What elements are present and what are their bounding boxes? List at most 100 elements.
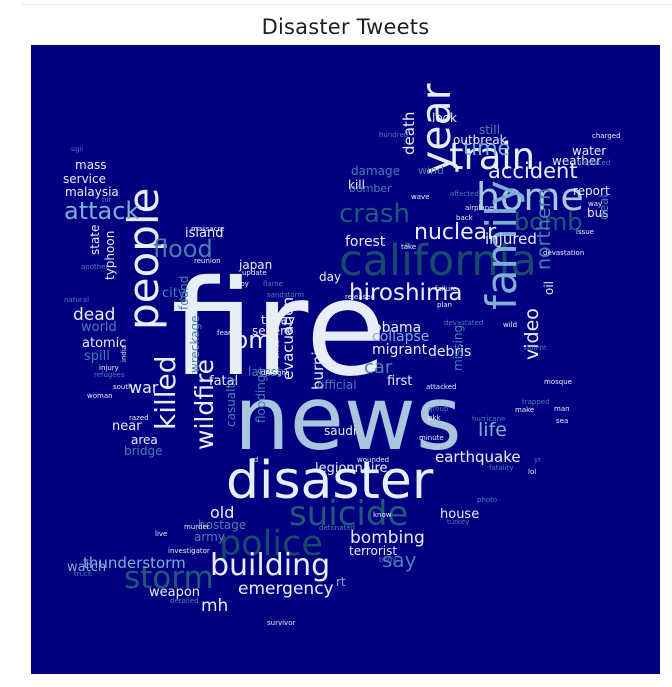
cloud-word-mass: mass	[75, 158, 107, 172]
cloud-word-city: city	[162, 286, 186, 301]
cloud-word-hiroshima: hiroshima	[349, 280, 463, 306]
cloud-word-sandstorm: sandstorm	[267, 291, 305, 299]
cloud-word-survivor: survivor	[267, 619, 296, 627]
cloud-word-refugees: refugees	[94, 371, 125, 379]
cloud-word-still: still	[479, 123, 500, 137]
cloud-word-typhoon: typhoon	[103, 230, 117, 280]
cloud-word-car: car	[364, 357, 393, 378]
cloud-word-man: man	[554, 405, 570, 413]
cloud-word-first: first	[387, 374, 413, 389]
cloud-word-california: california	[339, 236, 537, 286]
cloud-word-weather: weather	[552, 154, 602, 168]
cloud-word-time: time	[463, 136, 511, 160]
cloud-word-nuclear: nuclear	[414, 220, 497, 245]
cloud-word-earthquake: earthquake	[435, 448, 521, 466]
cloud-word-house: house	[440, 507, 480, 522]
cloud-word-devastation: devastation	[543, 249, 585, 257]
cloud-word-charged: charged	[592, 132, 621, 140]
cloud-word-wind: wind	[418, 164, 445, 177]
cloud-word-train: train	[449, 135, 536, 178]
cloud-word-spill: spill	[84, 349, 110, 364]
cloud-word-evacuation: evacuation	[279, 297, 297, 380]
cloud-word-army: army	[194, 530, 225, 544]
cloud-word-rd: rd	[251, 456, 259, 464]
cloud-word-state: state	[88, 224, 102, 255]
cloud-word-collapse: collapse	[372, 329, 430, 345]
cloud-word-thunderstorm: thunderstorm	[83, 554, 186, 572]
cloud-word-disaster: disaster	[226, 451, 434, 511]
cloud-word-latest: latest	[248, 365, 282, 379]
cloud-word-area: area	[131, 433, 158, 447]
cloud-word-emergency: emergency	[238, 579, 334, 599]
cloud-word-life: life	[478, 419, 507, 441]
cloud-word-officer: officer	[273, 336, 281, 359]
figure-top-border	[22, 4, 672, 5]
cloud-word-natural: natural	[64, 296, 90, 304]
cloud-word-fatal: fatal	[209, 374, 239, 389]
cloud-word-south: south	[113, 383, 133, 391]
cloud-word-wave: wave	[411, 193, 430, 201]
cloud-word-woman: woman	[87, 392, 113, 400]
cloud-word-failure: failure	[435, 285, 458, 293]
cloud-word-near: near	[112, 419, 142, 434]
cloud-word-hurricane: hurricane	[472, 415, 506, 423]
cloud-word-atomic: atomic	[82, 336, 127, 351]
cloud-word-news: news	[234, 367, 462, 470]
cloud-word-attacked: attacked	[426, 383, 457, 391]
cloud-word-outbreak: outbreak	[453, 133, 507, 147]
cloud-word-airplane: airplane	[465, 204, 494, 212]
cloud-word-issue: issue	[576, 228, 594, 236]
cloud-word-photo: photo	[477, 496, 498, 504]
cloud-word-report: report	[573, 184, 610, 198]
cloud-word-flame: flame	[263, 280, 283, 288]
cloud-word-wounded: wounded	[357, 456, 390, 464]
cloud-word-debris: debris	[428, 344, 472, 360]
cloud-word-lol: lol	[528, 468, 537, 476]
cloud-word-mosque: mosque	[544, 378, 572, 386]
cloud-word-bridge: bridge	[124, 444, 163, 458]
cloud-word-bomber: bomber	[349, 182, 392, 195]
cloud-word-hit: hit	[102, 196, 112, 204]
cloud-word-wild: wild	[503, 321, 518, 329]
cloud-word-yr: yr	[534, 456, 542, 464]
cloud-word-group: group	[428, 405, 449, 413]
cloud-word-drought: drought	[261, 369, 289, 377]
cloud-word-know: know	[373, 511, 392, 519]
cloud-word-mh: mh	[201, 596, 229, 616]
cloud-word-trapped: trapped	[522, 398, 550, 406]
cloud-word-sea: sea	[556, 417, 569, 425]
cloud-word-take: take	[401, 243, 417, 251]
cloud-word-say: say	[382, 548, 417, 572]
cloud-word-update: update	[242, 269, 267, 277]
cloud-word-bombing: bombing	[350, 528, 425, 548]
cloud-word-today: today	[261, 313, 296, 327]
cloud-word-migrant: migrant	[372, 342, 428, 358]
cloud-word-malaysia: malaysia	[65, 185, 119, 199]
word-cloud-canvas: fire news disaster california police suicide h…	[31, 45, 660, 674]
cloud-word-terrorist: terrorist	[349, 544, 398, 558]
cloud-word-another: another	[81, 263, 109, 271]
cloud-word-dead: dead	[73, 305, 116, 325]
cloud-word-northern: northern	[533, 187, 555, 270]
cloud-word-legionnaire: legionnaire	[315, 461, 388, 476]
cloud-word-day: day	[319, 270, 342, 284]
cloud-word-india: india	[120, 344, 128, 362]
cloud-word-look: look	[432, 111, 457, 125]
cloud-word-obama: obama	[373, 320, 422, 336]
cloud-word-affected: affected	[450, 190, 479, 198]
cloud-word-investigator: investigator	[168, 547, 210, 555]
cloud-word-turkey: turkey	[447, 518, 470, 526]
cloud-word-flood: flood	[153, 235, 213, 263]
cloud-word-hostage: hostage	[198, 518, 247, 532]
cloud-word-watch: watch	[67, 560, 107, 575]
cloud-word-way: way	[588, 200, 603, 208]
cloud-word-displaced: displaced	[577, 159, 611, 167]
cloud-word-released: released	[345, 293, 375, 301]
cloud-word-attack: attack	[64, 197, 140, 225]
cloud-word-video: video	[521, 308, 543, 360]
cloud-word-plan: plan	[437, 301, 453, 309]
cloud-word-body: body	[379, 556, 397, 564]
cloud-word-found: found	[177, 275, 191, 310]
cloud-word-severe: severe	[252, 324, 293, 338]
cloud-word-world: world	[81, 320, 117, 335]
